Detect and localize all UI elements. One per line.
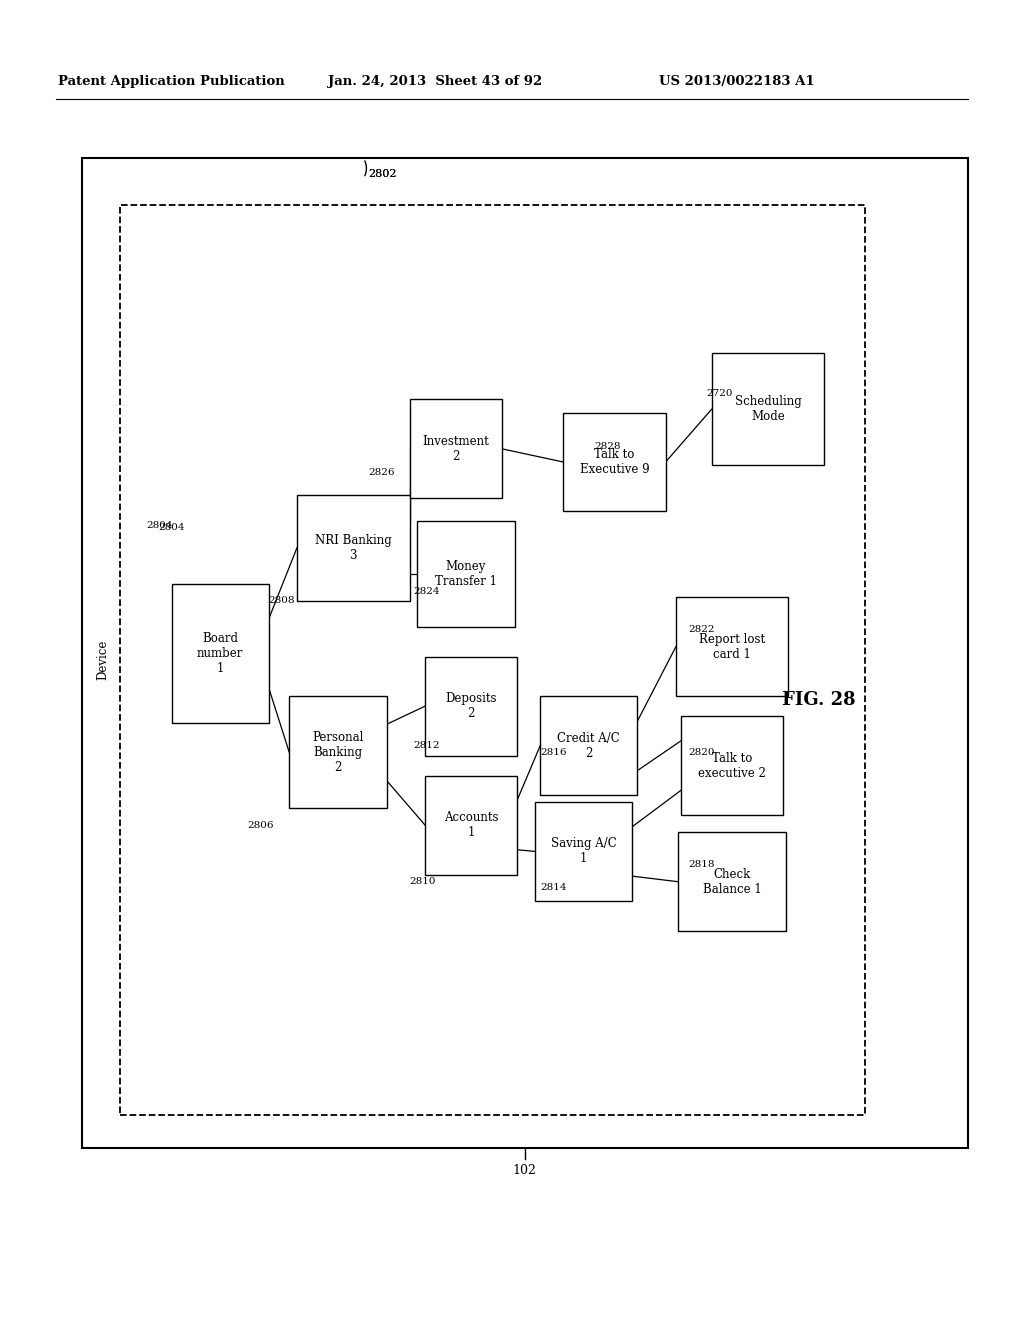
- FancyBboxPatch shape: [410, 400, 502, 499]
- Text: Device: Device: [96, 640, 109, 680]
- Text: NRI Banking
3: NRI Banking 3: [315, 533, 391, 562]
- Text: Deposits
2: Deposits 2: [445, 692, 497, 721]
- Text: 2816: 2816: [541, 748, 567, 756]
- Text: Personal
Banking
2: Personal Banking 2: [312, 731, 364, 774]
- Text: 2808: 2808: [268, 597, 295, 605]
- FancyBboxPatch shape: [535, 801, 632, 900]
- FancyBboxPatch shape: [290, 696, 387, 808]
- Text: Credit A/C
2: Credit A/C 2: [557, 731, 621, 760]
- Text: 2810: 2810: [410, 878, 436, 886]
- Text: 2812: 2812: [414, 742, 440, 750]
- FancyBboxPatch shape: [171, 583, 268, 722]
- Text: Report lost
card 1: Report lost card 1: [699, 632, 765, 661]
- FancyBboxPatch shape: [297, 495, 410, 601]
- Text: Check
Balance 1: Check Balance 1: [702, 867, 762, 896]
- Text: 2818: 2818: [688, 861, 715, 869]
- FancyBboxPatch shape: [541, 696, 637, 795]
- Bar: [82, 158, 968, 1148]
- Text: 2826: 2826: [369, 469, 395, 477]
- FancyBboxPatch shape: [418, 521, 515, 627]
- Text: 102: 102: [513, 1164, 537, 1177]
- FancyBboxPatch shape: [712, 354, 824, 466]
- Text: Money
Transfer 1: Money Transfer 1: [435, 560, 497, 589]
- Text: FIG. 28: FIG. 28: [782, 690, 856, 709]
- Text: 2720: 2720: [707, 389, 733, 397]
- Bar: [120, 205, 865, 1115]
- Text: Accounts
1: Accounts 1: [443, 810, 499, 840]
- Text: 2814: 2814: [541, 883, 567, 891]
- Text: Investment
2: Investment 2: [422, 434, 489, 463]
- Text: Talk to
executive 2: Talk to executive 2: [698, 751, 766, 780]
- Text: US 2013/0022183 A1: US 2013/0022183 A1: [659, 75, 815, 88]
- Text: 2824: 2824: [414, 587, 440, 595]
- FancyBboxPatch shape: [676, 597, 788, 697]
- Text: Patent Application Publication: Patent Application Publication: [57, 75, 285, 88]
- FancyBboxPatch shape: [563, 412, 666, 511]
- Text: Scheduling
Mode: Scheduling Mode: [734, 395, 802, 424]
- Text: 2804: 2804: [159, 524, 185, 532]
- Text: Talk to
Executive 9: Talk to Executive 9: [580, 447, 649, 477]
- Text: Saving A/C
1: Saving A/C 1: [551, 837, 616, 866]
- FancyBboxPatch shape: [678, 833, 786, 932]
- Text: 2802: 2802: [369, 169, 397, 180]
- Text: 2822: 2822: [688, 626, 715, 634]
- FancyBboxPatch shape: [425, 776, 517, 874]
- Text: 2802: 2802: [369, 169, 397, 180]
- Text: 2804: 2804: [146, 521, 173, 529]
- Text: 2806: 2806: [248, 821, 274, 829]
- Text: 2820: 2820: [688, 748, 715, 756]
- Text: Jan. 24, 2013  Sheet 43 of 92: Jan. 24, 2013 Sheet 43 of 92: [328, 75, 543, 88]
- Text: Board
number
1: Board number 1: [197, 632, 244, 675]
- Text: 2828: 2828: [594, 442, 621, 450]
- FancyBboxPatch shape: [681, 715, 783, 814]
- FancyBboxPatch shape: [425, 657, 517, 755]
